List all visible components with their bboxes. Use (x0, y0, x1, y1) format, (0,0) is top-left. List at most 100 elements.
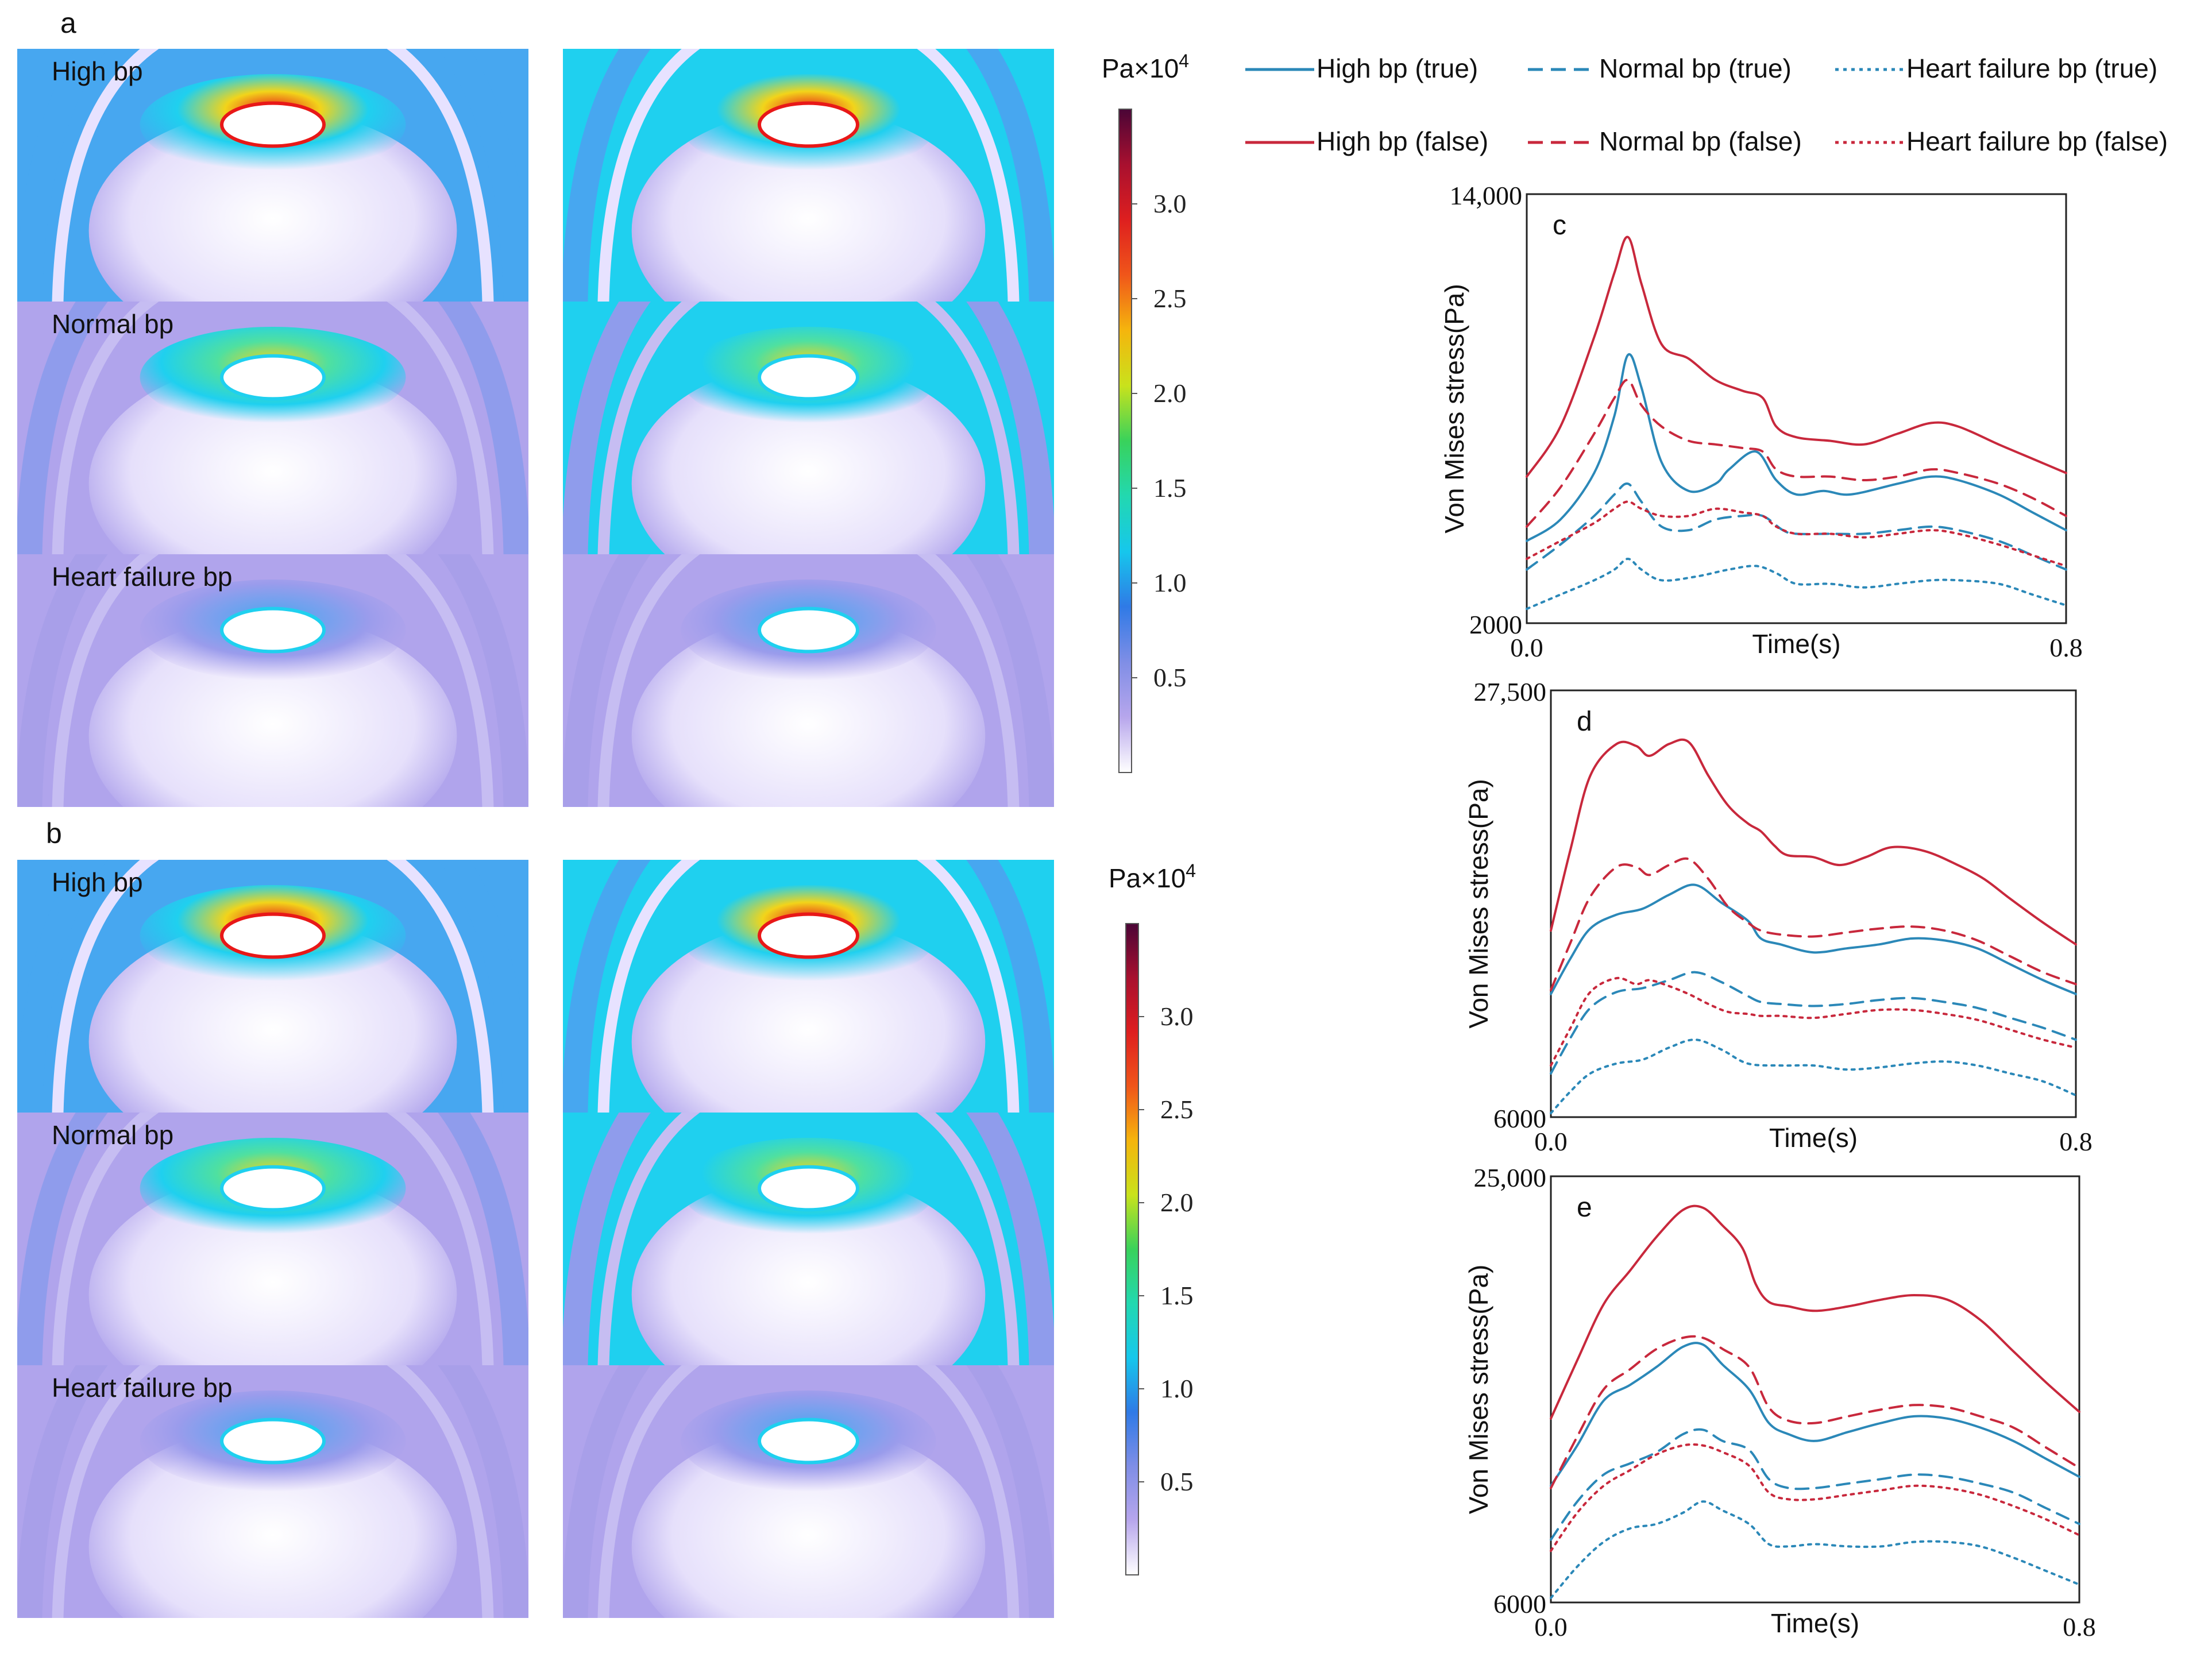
valve-orifice (220, 1418, 326, 1465)
vessel-inner-arch (52, 860, 494, 1113)
colorbar-tick-label: 3.0 (1160, 1002, 1194, 1031)
vessel-wall-arch (17, 1113, 528, 1365)
row-label: High bp (52, 56, 143, 86)
valve-orifice (758, 1165, 859, 1212)
x-tick-label: 0.0 (1510, 633, 1543, 662)
colorbar-unit-label: Pa×104 (1102, 51, 1189, 83)
x-axis-label: Time(s) (1771, 1608, 1859, 1638)
x-axis-label: Time(s) (1769, 1123, 1858, 1153)
panel-label-b: b (46, 817, 62, 849)
series-line-high-bp-true- (1550, 883, 2077, 995)
y-tick-label: 25,000 (1474, 1163, 1547, 1192)
valve-orifice (220, 912, 326, 959)
plot-frame (1526, 193, 2067, 624)
plot-frame (1550, 689, 2077, 1118)
series-line-high-bp-true- (1526, 353, 2067, 542)
vessel-inner-arch (597, 49, 1020, 302)
vessel-wall-arch (563, 554, 1054, 807)
valve-orifice (758, 1418, 859, 1465)
stress-map-cell (17, 1365, 528, 1618)
vessel-inner-arch (597, 302, 1020, 554)
stress-map-cell (17, 49, 528, 302)
series-line-heart-failure-bp-true- (1550, 1500, 2080, 1600)
vessel-inner-arch (597, 860, 1020, 1113)
row-label: Heart failure bp (52, 562, 233, 592)
colorbar-tick-label: 2.0 (1153, 379, 1187, 408)
vessel-inner-arch (52, 554, 494, 807)
plot-frame (1550, 1175, 2080, 1604)
vessel-wall-arch (17, 554, 528, 807)
row-label: High bp (52, 867, 143, 897)
stress-map-cell (563, 1113, 1054, 1365)
colorbar-b: Pa×104 3.0 2.5 2.0 1.5 1.0 0.5 (1109, 860, 1196, 1575)
chart-c: c 2000 14,000 0.0 0.8 Time(s) Von Mises stress… (1439, 181, 2083, 662)
panel-label-d: d (1577, 706, 1592, 737)
colorbar-tick-label: 2.0 (1160, 1188, 1194, 1217)
vessel-wall-arch (17, 302, 528, 554)
y-tick-label: 14,000 (1450, 181, 1523, 210)
valve-orifice (220, 1165, 326, 1212)
vessel-wall-arch (17, 860, 528, 1113)
colorbar-tick-label: 1.5 (1160, 1281, 1194, 1310)
vessel-wall-arch (563, 302, 1054, 554)
colorbar-tick-label: 0.5 (1153, 663, 1187, 692)
stress-map-cell (563, 49, 1054, 302)
vessel-inner-arch (52, 302, 494, 554)
valve-orifice (758, 607, 859, 654)
colorbar-unit-label: Pa×104 (1109, 860, 1196, 893)
stress-map-cell (17, 1113, 528, 1365)
panel-label-e: e (1577, 1192, 1592, 1223)
x-tick-label: 0.8 (2059, 1127, 2093, 1156)
series-line-normal-bp-true- (1550, 1428, 2080, 1541)
y-axis-label: Von Mises stress(Pa) (1464, 1265, 1493, 1515)
y-tick-label: 27,500 (1474, 677, 1547, 706)
valve-orifice (758, 101, 859, 148)
colorbar-tick-label: 1.5 (1153, 473, 1187, 503)
vessel-inner-arch (52, 49, 494, 302)
stress-map-grid-b: High bp Normal bp Heart failure bp (17, 860, 1054, 1618)
x-tick-label: 0.0 (1534, 1612, 1568, 1642)
colorbar-gradient (1125, 923, 1139, 1575)
colorbar-tick-label: 1.0 (1160, 1374, 1194, 1403)
y-tick-label: 2000 (1469, 610, 1522, 639)
series-line-high-bp-false- (1550, 1204, 2080, 1420)
series-line-high-bp-false- (1550, 738, 2077, 946)
series-line-normal-bp-false- (1550, 857, 2077, 991)
valve-orifice (758, 354, 859, 401)
stress-map-cell (17, 554, 528, 807)
stress-map-cell (563, 1365, 1054, 1618)
series-line-heart-failure-bp-false- (1550, 1443, 2080, 1552)
stress-map-cell (563, 302, 1054, 554)
vessel-inner-arch (597, 554, 1020, 807)
series-line-normal-bp-true- (1526, 482, 2067, 571)
chart-d: d 6000 27,500 0.0 0.8 Time(s) Von Mises stress… (1464, 677, 2093, 1156)
row-label: Normal bp (52, 1120, 173, 1150)
legend-label: Heart failure bp (false) (1906, 126, 2168, 156)
vessel-wall-arch (563, 1365, 1054, 1618)
x-tick-label: 0.8 (2049, 633, 2083, 662)
stress-map-cell (563, 554, 1054, 807)
x-tick-label: 0.0 (1534, 1127, 1568, 1156)
vessel-inner-arch (52, 1365, 494, 1618)
y-tick-label: 6000 (1493, 1104, 1546, 1133)
valve-orifice (220, 607, 326, 654)
legend-label: High bp (false) (1317, 126, 1488, 156)
series-line-heart-failure-bp-false- (1550, 976, 2077, 1067)
vessel-wall-arch (563, 860, 1054, 1113)
legend: High bp (true) Normal bp (true) Heart fail… (1245, 53, 2168, 156)
colorbar-a: Pa×104 3.0 2.5 2.0 1.5 1.0 0.5 (1102, 51, 1189, 773)
stress-map-grid-a: High bp Normal bp Heart failure bp (17, 49, 1054, 807)
colorbar-tick-label: 3.0 (1153, 189, 1187, 218)
stress-map-cell (17, 860, 528, 1113)
vessel-inner-arch (52, 1113, 494, 1365)
colorbar-tick-label: 0.5 (1160, 1467, 1194, 1496)
series-line-normal-bp-true- (1550, 971, 2077, 1075)
panel-label-c: c (1553, 210, 1566, 241)
series-line-heart-failure-bp-false- (1526, 500, 2067, 567)
x-tick-label: 0.8 (2063, 1612, 2096, 1642)
colorbar-tick-label: 2.5 (1153, 284, 1187, 313)
series-line-heart-failure-bp-true- (1526, 557, 2067, 611)
vessel-inner-arch (597, 1365, 1020, 1618)
colorbar-tick-label: 2.5 (1160, 1095, 1194, 1124)
